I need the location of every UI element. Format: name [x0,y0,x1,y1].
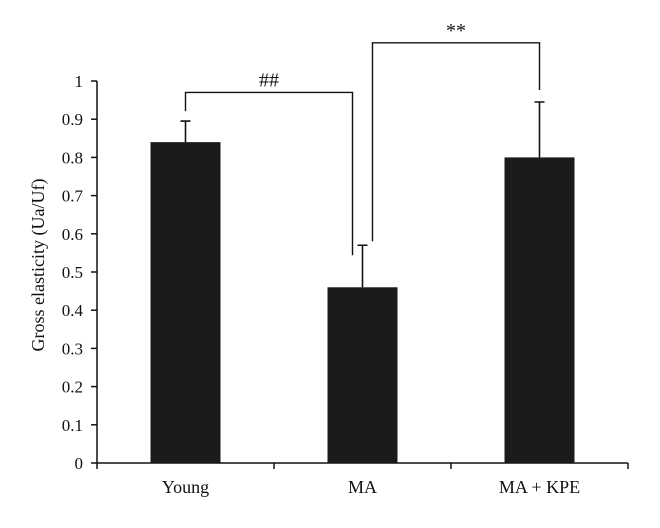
error-bar-1 [180,120,191,143]
x-axis: Young MA MA + KPE [96,462,629,497]
significance-label-1: ## [259,69,279,91]
y-tick-label: 0.3 [62,339,83,358]
y-tick-label: 0.6 [62,225,83,244]
bar-1 [150,142,221,463]
y-tick-label: 0.2 [62,378,83,397]
significance-bracket-1 [184,91,354,256]
bar-2 [327,287,398,463]
y-tick-label: 0.5 [62,263,83,282]
significance-label-2: ** [446,20,466,42]
y-tick-label: 0.9 [62,110,83,129]
significance-brackets: ## ** [184,20,541,256]
y-tick-label: 0.1 [62,416,83,435]
y-tick-label: 1 [75,72,84,91]
y-axis: 0 0.1 0.2 0.3 0.4 0.5 0.6 0.7 0.8 0.9 1 [62,72,98,473]
y-tick-label: 0.8 [62,148,83,167]
x-tick-label: Young [162,477,209,497]
x-tick-label: MA [348,477,377,497]
error-bar-2 [357,244,368,288]
y-tick-label: 0.7 [62,187,84,206]
y-axis-label: Gross elasticity (Ua/Uf) [28,179,49,352]
y-tick-label: 0 [75,454,84,473]
y-tick-label: 0.4 [62,301,84,320]
error-bar-3 [534,101,545,158]
significance-bracket-2 [371,42,541,242]
bars [150,142,575,463]
x-tick-label: MA + KPE [499,477,580,497]
error-bars [180,101,545,288]
bar-3 [504,157,575,463]
